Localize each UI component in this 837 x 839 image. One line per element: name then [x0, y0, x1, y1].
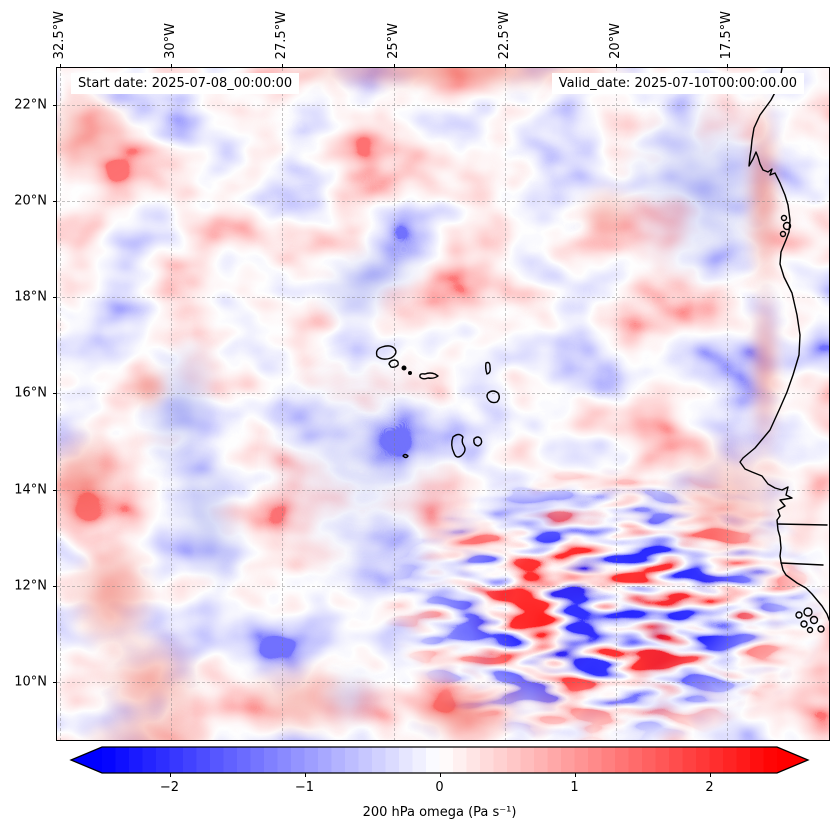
colorbar-tick-label: −2: [159, 780, 180, 795]
y-tick-label: 20°N: [14, 193, 47, 209]
colorbar-tick: [169, 773, 171, 777]
y-tick: [53, 297, 57, 299]
colorbar-tick: [304, 773, 306, 777]
x-tick-label: 27.5°W: [274, 10, 290, 59]
colorbar-tick-label: −1: [294, 780, 315, 795]
x-tick: [393, 64, 395, 68]
y-tick: [53, 681, 57, 683]
y-tick-label: 18°N: [14, 289, 47, 305]
gridline-vertical: [393, 68, 395, 741]
x-tick-label: 22.5°W: [496, 10, 512, 59]
colorbar-outline: [69, 746, 810, 774]
x-tick: [504, 64, 506, 68]
x-tick: [171, 64, 173, 68]
y-tick: [53, 393, 57, 395]
gridline-horizontal: [57, 585, 830, 587]
colorbar-shape: [69, 746, 810, 774]
omega-field-strong: [57, 68, 830, 741]
x-tick: [616, 64, 618, 68]
colorbar-tick-label: 1: [570, 780, 579, 795]
colorbar-tick: [574, 773, 576, 777]
banc-arguin-islets: [779, 214, 792, 238]
west-africa-coastline: [739, 68, 830, 625]
y-tick: [53, 585, 57, 587]
gridline-vertical: [282, 68, 284, 741]
x-tick: [727, 64, 729, 68]
colorbar-tick: [709, 773, 711, 777]
gridline-horizontal: [57, 297, 830, 299]
omega-field-strong-svg: [57, 68, 830, 741]
valid-date-label: Valid_date: 2025-07-10T00:00:00.00: [551, 73, 804, 94]
colorbar-tick: [439, 773, 441, 777]
colorbar-tick-label: 0: [435, 780, 444, 795]
y-tick: [53, 489, 57, 491]
x-tick-label: 30°W: [163, 23, 179, 59]
y-tick: [53, 201, 57, 203]
colorbar-label: 200 hPa omega (Pa s⁻¹): [362, 805, 517, 820]
casamance-river: [780, 562, 824, 566]
gridline-horizontal: [57, 393, 830, 395]
x-tick-label: 25°W: [385, 23, 401, 59]
x-tick-label: 32.5°W: [52, 10, 68, 59]
y-axis-left: 22°N 20°N 18°N 16°N 14°N 12°N 10°N: [0, 68, 57, 741]
gridline-vertical: [727, 68, 729, 741]
x-axis-top: 32.5°W 30°W 27.5°W 25°W 22.5°W 20°W 17.5°W: [52, 0, 830, 68]
x-tick-label: 17.5°W: [719, 10, 735, 59]
x-tick: [60, 64, 62, 68]
colorbar-ticks: −2 −1 0 1 2: [102, 741, 777, 839]
x-tick-label: 20°W: [608, 23, 624, 59]
y-tick-label: 14°N: [14, 482, 47, 498]
gridline-vertical: [504, 68, 506, 741]
gridline-horizontal: [57, 681, 830, 683]
colorbar-extend-max-arrow: [777, 747, 808, 773]
gridlines: [57, 68, 830, 741]
map-plot: Start date: 2025-07-08_00:00:00 Valid_da…: [57, 68, 830, 741]
colorbar-gradient: [102, 747, 777, 773]
colorbar: −2 −1 0 1 2 200 hPa omega (Pa s⁻¹): [0, 741, 837, 839]
y-tick-label: 16°N: [14, 385, 47, 401]
start-date-label: Start date: 2025-07-08_00:00:00: [71, 73, 300, 94]
colorbar-tick-label: 2: [705, 780, 714, 795]
y-tick-label: 10°N: [14, 674, 47, 690]
bijagos-islands: [795, 607, 825, 634]
gridline-horizontal: [57, 201, 830, 203]
y-tick: [53, 105, 57, 106]
cape-verde-islands: [375, 345, 500, 459]
gridline-vertical: [171, 68, 173, 741]
y-tick-label: 12°N: [14, 578, 47, 594]
gridline-horizontal: [57, 105, 830, 106]
gridline-vertical: [60, 68, 62, 741]
coastline-svg: [375, 68, 830, 634]
colorbar-extend-min-arrow: [71, 747, 102, 773]
y-tick-label: 22°N: [14, 97, 47, 113]
x-tick: [282, 64, 284, 68]
gridline-vertical: [616, 68, 618, 741]
gridline-horizontal: [57, 489, 830, 491]
gambia-river: [777, 523, 828, 526]
